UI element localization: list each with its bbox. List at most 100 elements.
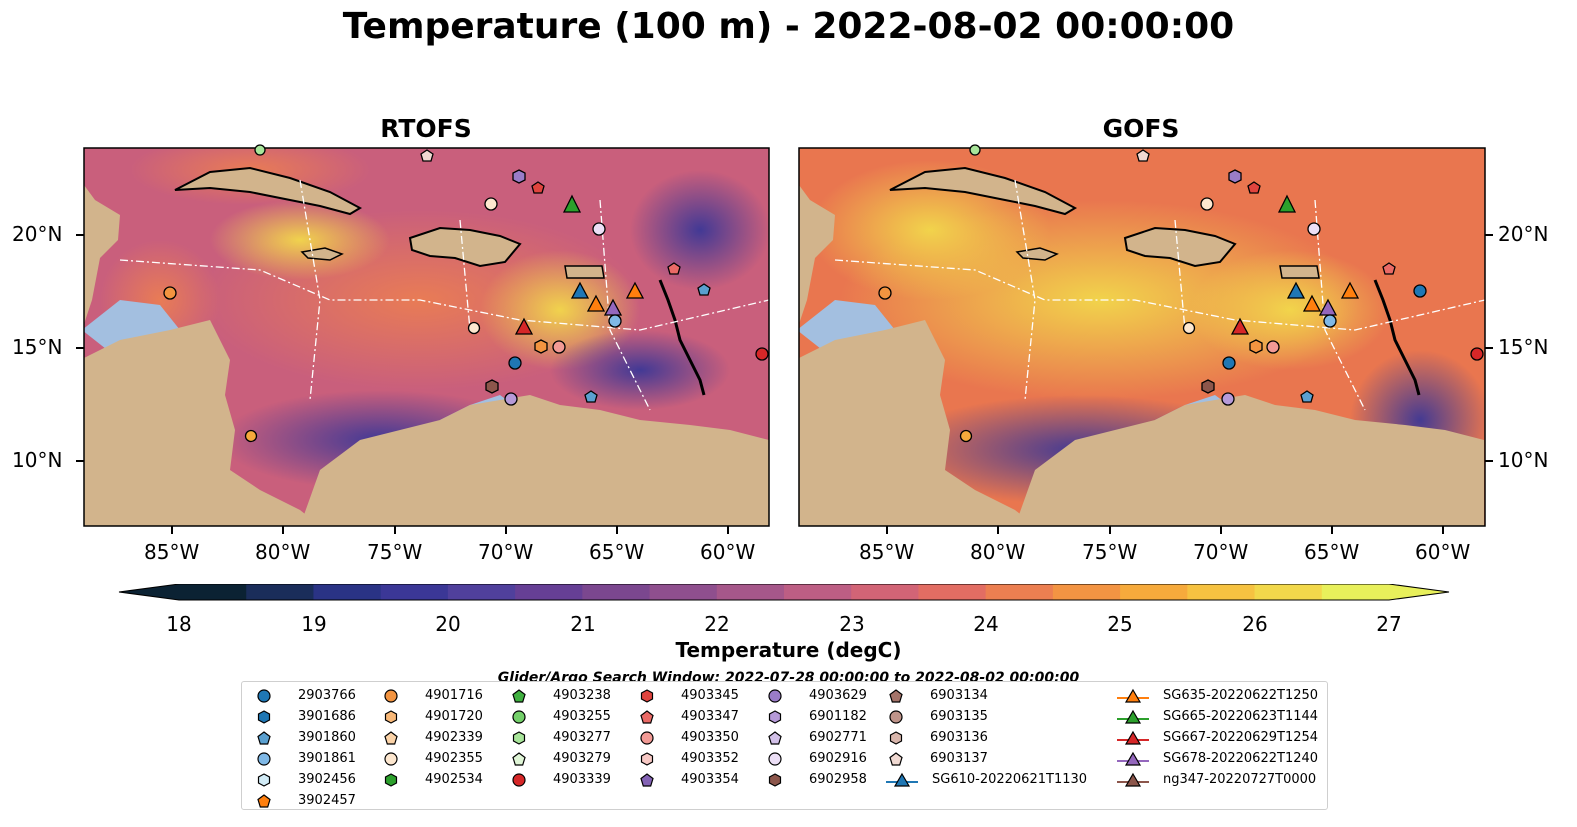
colorbar-tick: 25 — [1107, 612, 1133, 636]
legend-label: 4903277 — [553, 730, 611, 745]
triangle-line-marker-icon — [1117, 751, 1157, 767]
legend-label: 6902771 — [809, 730, 867, 745]
hexagon-marker-icon — [765, 709, 793, 725]
legend-label: 4901716 — [425, 688, 483, 703]
colorbar-label: Temperature (degC) — [675, 638, 902, 662]
panel-title-gofs: GOFS — [1102, 114, 1180, 143]
legend-label: 6903134 — [930, 688, 988, 703]
colorbar-segment — [1321, 584, 1390, 600]
legend-item: SG635-20220622T1250 — [1117, 685, 1318, 706]
legend-label: 6902916 — [809, 751, 867, 766]
pentagon-marker-icon — [254, 793, 282, 809]
legend-label: SG665-20220623T1144 — [1163, 709, 1319, 724]
legend-column: 2903766 3901686 3901860 3901861 3902456 39024… — [254, 685, 356, 811]
x-tick-label: 60°W — [1415, 540, 1471, 564]
legend-item: SG678-20220622T1240 — [1117, 748, 1318, 769]
legend-label: SG635-20220622T1250 — [1163, 688, 1319, 703]
colorbar-tick: 18 — [166, 612, 192, 636]
colorbar-segment — [582, 584, 651, 600]
legend-item: 4903347 — [637, 706, 739, 727]
legend-item: ng347-20220727T0000 — [1117, 769, 1318, 790]
triangle-line-marker-icon — [1117, 730, 1157, 746]
colorbar-segment — [1187, 584, 1256, 600]
colorbar-segment — [716, 584, 785, 600]
colorbar-segment — [447, 584, 516, 600]
legend: 2903766 3901686 3901860 3901861 3902456 39024… — [241, 681, 1328, 810]
hexagon-marker-icon — [637, 688, 665, 704]
colorbar-tick: 23 — [839, 612, 865, 636]
legend-item: 4903238 — [509, 685, 611, 706]
legend-label: 3901686 — [298, 709, 356, 724]
colorbar-segment — [1254, 584, 1323, 600]
pentagon-marker-icon — [637, 772, 665, 788]
legend-label: 6903135 — [930, 709, 988, 724]
colorbar-segment — [246, 584, 315, 600]
y-tick-label: 20°N — [12, 222, 63, 246]
legend-label: 3902457 — [298, 793, 356, 808]
colorbar-tick: 19 — [301, 612, 327, 636]
triangle-line-marker-icon — [1117, 772, 1157, 788]
y-tick-label: 20°N — [1498, 222, 1549, 246]
pentagon-marker-icon — [765, 730, 793, 746]
legend-label: ng347-20220727T0000 — [1163, 772, 1317, 787]
x-tick-label: 80°W — [255, 540, 311, 564]
legend-item: 3901860 — [254, 727, 356, 748]
legend-item: 4903279 — [509, 748, 611, 769]
legend-item: 6901182 — [765, 706, 867, 727]
rtofs-markers — [163, 144, 769, 443]
legend-label: 4903350 — [681, 730, 739, 745]
pentagon-marker-icon — [886, 688, 914, 704]
legend-item: 6902771 — [765, 727, 867, 748]
legend-column: SG635-20220622T1250 SG665-20220623T1144 SG… — [1117, 685, 1318, 790]
colorbar-segment — [1052, 584, 1121, 600]
legend-item: 6902958 — [765, 769, 867, 790]
y-tick-label: 15°N — [1498, 335, 1549, 359]
legend-item: 4902355 — [381, 748, 483, 769]
hexagon-marker-icon — [509, 730, 537, 746]
pentagon-marker-icon — [381, 730, 409, 746]
legend-item: 4902534 — [381, 769, 483, 790]
x-tick-label: 75°W — [1082, 540, 1138, 564]
hexagon-marker-icon — [381, 772, 409, 788]
circle-marker-icon — [509, 709, 537, 725]
circle-marker-icon — [254, 751, 282, 767]
legend-item: 4903255 — [509, 706, 611, 727]
legend-label: SG667-20220629T1254 — [1163, 730, 1319, 745]
legend-item: 2903766 — [254, 685, 356, 706]
circle-marker-icon — [509, 772, 537, 788]
hexagon-marker-icon — [254, 709, 282, 725]
legend-column: 4901716 4901720 4902339 4902355 4902534 — [381, 685, 483, 790]
legend-item: 6903137 — [886, 748, 1087, 769]
legend-label: 3901861 — [298, 751, 356, 766]
legend-item: 6903134 — [886, 685, 1087, 706]
y-tick-label: 10°N — [1498, 448, 1549, 472]
pentagon-marker-icon — [509, 751, 537, 767]
pentagon-marker-icon — [886, 751, 914, 767]
legend-label: 2903766 — [298, 688, 356, 703]
hexagon-marker-icon — [254, 772, 282, 788]
legend-label: 4903339 — [553, 772, 611, 787]
circle-marker-icon — [254, 688, 282, 704]
legend-item: 4903339 — [509, 769, 611, 790]
colorbar-extend-high — [1389, 584, 1449, 600]
legend-label: 4903629 — [809, 688, 867, 703]
pentagon-marker-icon — [254, 730, 282, 746]
colorbar-segment — [649, 584, 718, 600]
y-tick-label: 15°N — [12, 335, 63, 359]
colorbar-segment — [313, 584, 382, 600]
circle-marker-icon — [886, 709, 914, 725]
legend-label: 4903354 — [681, 772, 739, 787]
legend-label: 4903279 — [553, 751, 611, 766]
legend-item: 3901686 — [254, 706, 356, 727]
legend-item: 4902339 — [381, 727, 483, 748]
colorbar-segment — [985, 584, 1054, 600]
circle-marker-icon — [381, 688, 409, 704]
legend-label: 4902534 — [425, 772, 483, 787]
colorbar-extend-low — [119, 584, 179, 600]
panel-title-rtofs: RTOFS — [380, 114, 472, 143]
colorbar-segment — [179, 584, 247, 600]
legend-column: 4903629 6901182 6902771 6902916 6902958 — [765, 685, 867, 790]
search-window-text: Glider/Argo Search Window: 2022-07-28 00… — [497, 670, 1080, 683]
triangle-line-marker-icon — [1117, 709, 1157, 725]
legend-item: 3902456 — [254, 769, 356, 790]
